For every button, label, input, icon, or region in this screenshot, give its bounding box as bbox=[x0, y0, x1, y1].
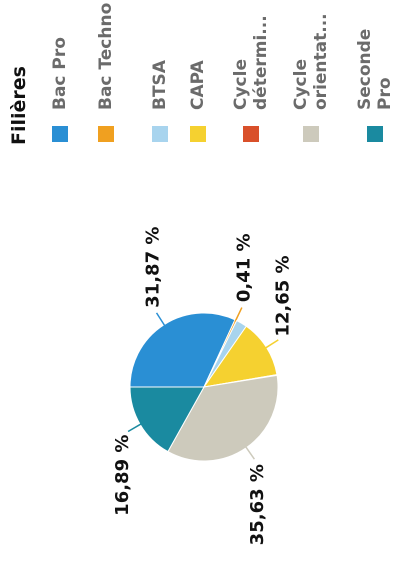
legend-label: Cycle détermi... bbox=[231, 15, 271, 110]
leader-line bbox=[127, 422, 143, 433]
leader-line bbox=[264, 339, 279, 350]
legend-swatch bbox=[243, 126, 259, 142]
legend-swatch bbox=[367, 126, 383, 142]
legend-label: BTSA bbox=[150, 60, 170, 110]
data-label: 31,87 % bbox=[142, 227, 163, 308]
legend-label: Seconde Pro bbox=[355, 28, 395, 110]
legend-label: Bac Techno bbox=[96, 2, 116, 110]
legend-swatch bbox=[98, 126, 114, 142]
legend-swatch bbox=[303, 126, 319, 142]
legend-swatch bbox=[52, 126, 68, 142]
data-label: 12,65 % bbox=[272, 255, 293, 336]
data-label: 16,89 % bbox=[112, 435, 133, 516]
legend-swatch bbox=[190, 126, 206, 142]
leader-line bbox=[155, 312, 166, 327]
data-label: 0,41 % bbox=[233, 233, 254, 302]
legend-label: CAPA bbox=[188, 60, 208, 110]
data-label: 35,63 % bbox=[247, 464, 268, 545]
legend-swatch bbox=[152, 126, 168, 142]
leader-line bbox=[234, 307, 243, 323]
legend-label: Cycle orientat... bbox=[291, 13, 331, 110]
legend-label: Bac Pro bbox=[50, 37, 70, 110]
leader-line bbox=[244, 445, 256, 460]
